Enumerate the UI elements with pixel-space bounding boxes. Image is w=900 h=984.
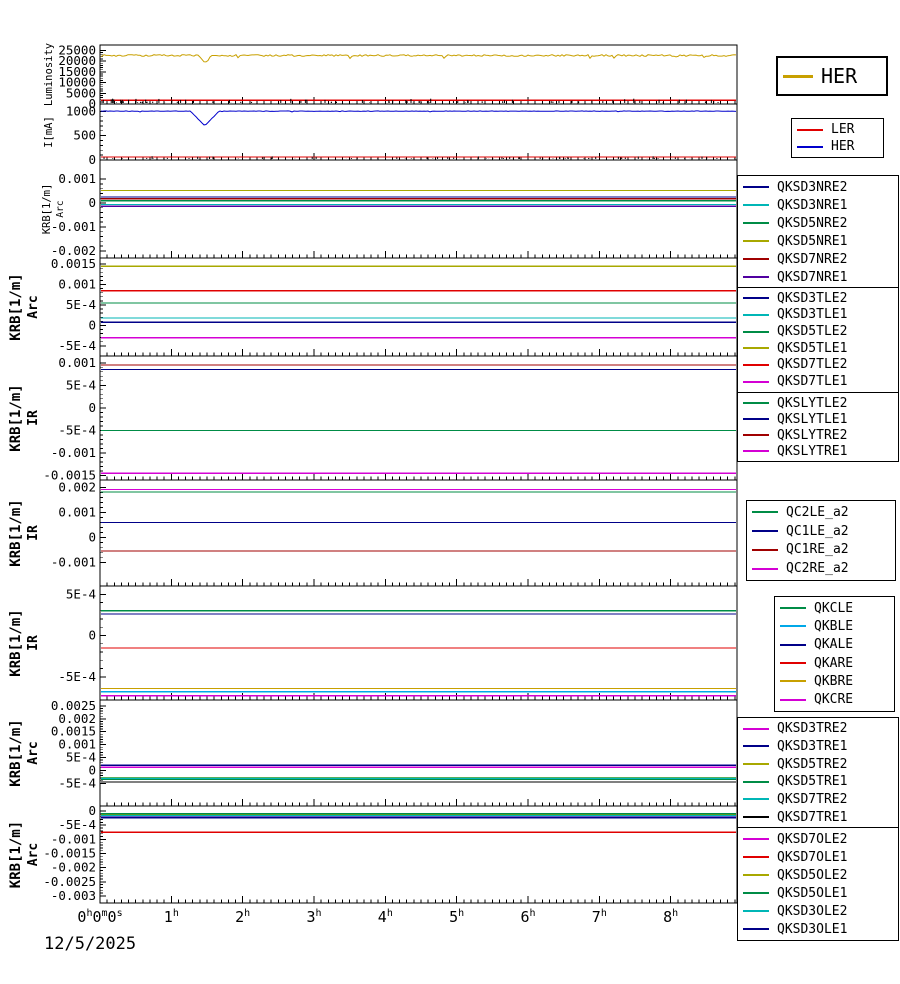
- y-axis-sublabel: Arc: [26, 295, 41, 318]
- svg-text:-0.002: -0.002: [51, 243, 96, 258]
- x-tick-label: 0h0m0s: [77, 908, 122, 926]
- svg-text:0: 0: [88, 317, 96, 332]
- svg-text:5E-4: 5E-4: [66, 586, 96, 601]
- y-axis-label: KRB[1/m]: [8, 719, 24, 786]
- x-tick-label: 6h: [520, 908, 535, 926]
- x-tick-label: 7h: [592, 908, 607, 926]
- svg-text:0: 0: [88, 803, 96, 818]
- y-axis-label: KRB[1/m]: [8, 384, 24, 451]
- svg-text:0.001: 0.001: [58, 355, 96, 370]
- svg-text:-5E-4: -5E-4: [58, 669, 96, 684]
- svg-text:0.001: 0.001: [58, 171, 96, 186]
- svg-text:0: 0: [88, 529, 96, 544]
- svg-text:0.001: 0.001: [58, 277, 96, 292]
- panel-1: 1000 500 0 I[mA]: [43, 103, 738, 167]
- y-axis-sublabel: Arc: [55, 200, 66, 217]
- x-tick-label: 5h: [449, 908, 464, 926]
- svg-text:-0.0025: -0.0025: [43, 874, 96, 889]
- y-axis-sublabel: IR: [26, 410, 41, 426]
- svg-text:-0.001: -0.001: [51, 445, 96, 460]
- svg-text:0.0015: 0.0015: [51, 256, 96, 271]
- svg-text:-5E-4: -5E-4: [58, 338, 96, 353]
- svg-text:-0.002: -0.002: [51, 860, 96, 875]
- panel-6: 5E-4 0 -5E-4 KRB[1/m] IR: [8, 585, 738, 701]
- svg-text:5E-4: 5E-4: [66, 750, 96, 765]
- svg-text:5000: 5000: [66, 85, 96, 100]
- svg-text:0.0025: 0.0025: [51, 698, 96, 713]
- svg-text:-5E-4: -5E-4: [58, 817, 96, 832]
- svg-text:-0.0015: -0.0015: [43, 846, 96, 861]
- svg-text:-5E-4: -5E-4: [58, 775, 96, 790]
- svg-text:0.002: 0.002: [58, 479, 96, 494]
- y-axis-label: KRB[1/m]: [8, 821, 24, 888]
- x-tick-label: 8h: [663, 908, 678, 926]
- svg-text:0.002: 0.002: [58, 711, 96, 726]
- y-axis-label: KRB[1/m]: [8, 499, 24, 566]
- x-tick-label: 3h: [306, 908, 321, 926]
- svg-text:-0.003: -0.003: [51, 888, 96, 903]
- panel-4: 0.001 5E-4 0 -5E-4 -0.001 -0.0015 KRB[1/m] IR: [8, 355, 738, 482]
- svg-text:0.001: 0.001: [58, 737, 96, 752]
- y-axis-label: Luminosity: [43, 43, 55, 106]
- y-axis-sublabel: Arc: [26, 741, 41, 764]
- y-axis-sublabel: Arc: [26, 843, 41, 866]
- svg-text:-0.001: -0.001: [51, 554, 96, 569]
- y-axis-label: KRB[1/m]: [8, 609, 24, 676]
- svg-text:0.001: 0.001: [58, 504, 96, 519]
- svg-text:-0.001: -0.001: [51, 219, 96, 234]
- svg-text:20000: 20000: [58, 53, 96, 68]
- svg-text:25000: 25000: [58, 42, 96, 57]
- svg-text:0: 0: [88, 152, 96, 167]
- svg-text:0: 0: [88, 400, 96, 415]
- svg-text:10000: 10000: [58, 75, 96, 90]
- svg-text:0.0015: 0.0015: [51, 724, 96, 739]
- svg-text:0: 0: [88, 96, 96, 111]
- svg-text:0: 0: [88, 762, 96, 777]
- x-tick-label: 1h: [164, 908, 179, 926]
- y-axis-sublabel: IR: [26, 525, 41, 541]
- panel-5: 0.002 0.001 0 -0.001 KRB[1/m] IR: [8, 479, 738, 587]
- svg-text:1000: 1000: [66, 103, 96, 118]
- panel-3: 0.0015 0.001 5E-4 0 -5E-4 KRB[1/m] Arc: [8, 256, 738, 357]
- svg-text:15000: 15000: [58, 64, 96, 79]
- x-tick-label: 2h: [235, 908, 250, 926]
- y-axis-label: I[mA]: [43, 116, 55, 148]
- panel-2: 0.001 0 -0.001 -0.002 KRB[1/m] Arc: [41, 159, 738, 259]
- svg-text:-5E-4: -5E-4: [58, 422, 96, 437]
- series-trace-HER: [101, 54, 736, 63]
- series-trace-HER: [101, 110, 736, 126]
- y-axis-label: KRB[1/m]: [41, 184, 53, 235]
- svg-text:0: 0: [88, 628, 96, 643]
- date-label: 12/5/2025: [44, 934, 137, 954]
- svg-text:500: 500: [73, 128, 96, 143]
- svg-text:5E-4: 5E-4: [66, 297, 96, 312]
- y-axis-sublabel: IR: [26, 635, 41, 651]
- svg-text:-0.001: -0.001: [51, 831, 96, 846]
- x-tick-label: 4h: [378, 908, 393, 926]
- y-axis-label: KRB[1/m]: [8, 273, 24, 340]
- svg-text:-0.0015: -0.0015: [43, 467, 96, 482]
- svg-text:0: 0: [88, 195, 96, 210]
- svg-text:5E-4: 5E-4: [66, 377, 96, 392]
- panel-8: 0-5E-4-0.001-0.0015-0.002-0.0025-0.003 KR…: [8, 803, 738, 904]
